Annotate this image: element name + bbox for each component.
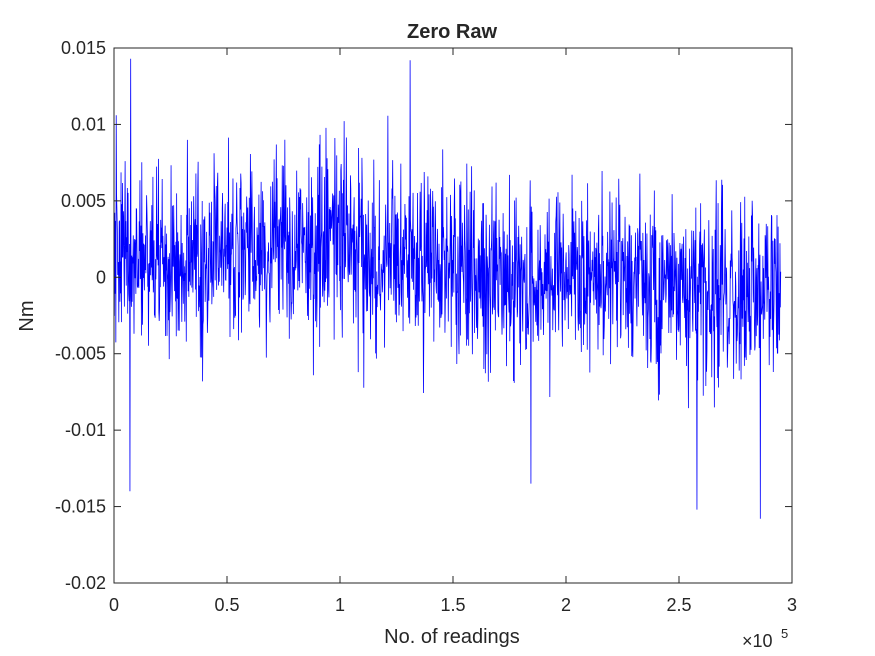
y-axis-label: Nm <box>16 300 38 331</box>
x-exponent-power: 5 <box>781 626 788 641</box>
x-exponent-label: ×10 5 <box>742 626 788 651</box>
y-tick-label: -0.005 <box>55 344 106 364</box>
x-tick-label: 2.5 <box>666 595 691 615</box>
y-tick-label: 0.005 <box>61 191 106 211</box>
x-tick-label: 2 <box>561 595 571 615</box>
x-tick-label: 0 <box>109 595 119 615</box>
x-tick-label: 1 <box>335 595 345 615</box>
chart-title: Zero Raw <box>407 21 497 43</box>
plot-area: 0 0.5 1 1.5 2 2.5 3 -0.02 -0.015 -0.01 -0.005 0 0.0… <box>55 38 797 615</box>
series-line <box>113 58 782 519</box>
x-tick-label: 3 <box>787 595 797 615</box>
x-exponent-base: ×10 <box>742 631 773 651</box>
x-axis-label: No. of readings <box>384 626 520 648</box>
y-tick-label: 0.015 <box>61 38 106 58</box>
x-axis-ticks: 0 0.5 1 1.5 2 2.5 3 <box>109 48 797 615</box>
y-axis-ticks: -0.02 -0.015 -0.01 -0.005 0 0.005 0.01 0.015 <box>55 38 792 593</box>
y-tick-label: -0.02 <box>65 573 106 593</box>
x-tick-label: 0.5 <box>214 595 239 615</box>
y-tick-label: 0.01 <box>71 114 106 134</box>
y-tick-label: -0.01 <box>65 420 106 440</box>
x-tick-label: 1.5 <box>440 595 465 615</box>
y-tick-label: 0 <box>96 267 106 287</box>
y-tick-label: -0.015 <box>55 497 106 517</box>
series-layer <box>113 58 782 519</box>
